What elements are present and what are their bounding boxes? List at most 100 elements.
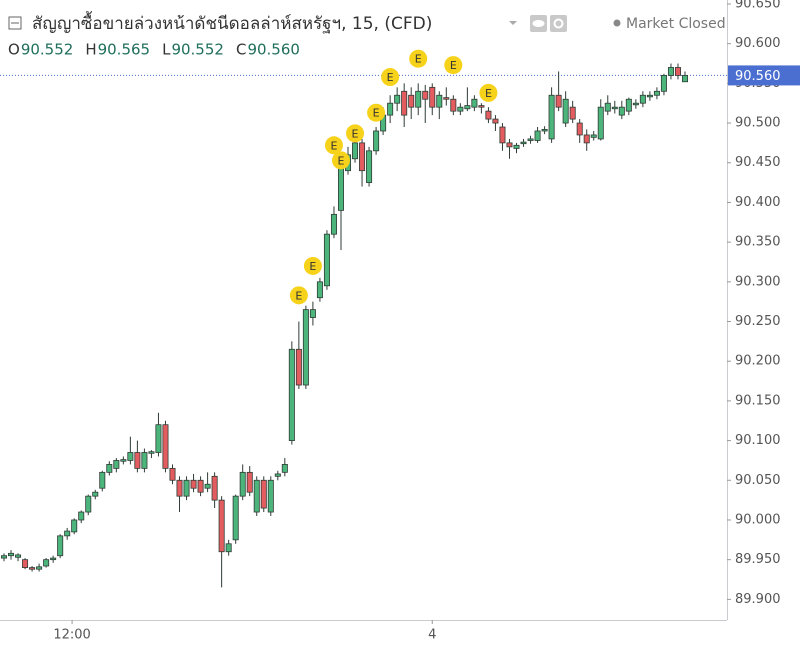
candle-body bbox=[169, 467, 176, 481]
candle-body bbox=[618, 106, 625, 116]
last-price-tag bbox=[728, 65, 800, 86]
candle-body bbox=[211, 475, 218, 501]
y-tick-label: 90.250 bbox=[735, 314, 781, 329]
x-tick-label: 4 bbox=[428, 628, 436, 643]
candle-body bbox=[366, 150, 373, 183]
y-tick-label: 90.600 bbox=[735, 36, 781, 51]
collapse-icon[interactable] bbox=[8, 16, 22, 30]
ohlc-label: H bbox=[85, 41, 96, 59]
candle-body bbox=[0, 555, 7, 559]
candle-body bbox=[492, 118, 499, 124]
ohlc-value: 90.552 bbox=[21, 41, 74, 59]
header-icon[interactable] bbox=[8, 16, 22, 30]
candle-body bbox=[155, 424, 162, 453]
event-label: E bbox=[415, 53, 422, 66]
event-marker bbox=[479, 83, 498, 102]
candle-body bbox=[176, 479, 183, 497]
settings-button[interactable] bbox=[550, 15, 567, 32]
candle-body bbox=[302, 309, 309, 386]
y-tick-label: 90.150 bbox=[735, 393, 781, 408]
candle-body bbox=[50, 557, 57, 561]
candle-body bbox=[682, 75, 689, 83]
candle-body bbox=[22, 559, 29, 569]
candle-body bbox=[401, 90, 408, 116]
candle-body bbox=[436, 94, 443, 108]
candle-body bbox=[548, 94, 555, 140]
candle-body bbox=[232, 495, 239, 541]
candle-body bbox=[36, 566, 43, 570]
candle-body bbox=[569, 106, 576, 120]
y-tick-label: 89.950 bbox=[735, 552, 781, 567]
market-status: Market Closed bbox=[626, 16, 726, 32]
candle-body bbox=[660, 75, 667, 92]
candle-body bbox=[106, 464, 113, 473]
y-tick-label: 90.050 bbox=[735, 473, 781, 488]
candle-body bbox=[555, 94, 562, 108]
settings-icon bbox=[553, 18, 564, 29]
event-label: E bbox=[309, 260, 316, 273]
candle-body bbox=[323, 233, 330, 287]
candle-body bbox=[239, 471, 246, 497]
dropdown-arrow[interactable] bbox=[509, 21, 517, 25]
candle-body bbox=[246, 471, 253, 493]
candle-body bbox=[162, 424, 169, 469]
candle-body bbox=[141, 452, 148, 469]
candle-body bbox=[485, 110, 492, 120]
candle-body bbox=[527, 138, 534, 141]
candle-body bbox=[541, 128, 548, 132]
candles bbox=[0, 63, 689, 588]
candle-body bbox=[274, 473, 281, 477]
y-tick-label: 90.100 bbox=[735, 433, 781, 448]
candle-body bbox=[15, 554, 22, 558]
candle-body bbox=[443, 97, 450, 100]
candle-body bbox=[513, 144, 520, 149]
event-marker bbox=[346, 124, 365, 143]
candle-body bbox=[457, 106, 464, 112]
y-tick-label: 90.200 bbox=[735, 354, 781, 369]
event-marker bbox=[331, 151, 350, 170]
y-tick-label: 90.350 bbox=[735, 235, 781, 250]
event-label: E bbox=[387, 71, 394, 84]
candle-body bbox=[43, 559, 50, 567]
candle-body bbox=[295, 348, 302, 386]
candle-body bbox=[8, 552, 15, 557]
candle-body bbox=[667, 67, 674, 76]
candle-body bbox=[78, 511, 85, 521]
status-dot bbox=[613, 19, 621, 27]
candle-body bbox=[190, 479, 197, 489]
candle-body bbox=[471, 98, 478, 108]
ohlc-label: C bbox=[236, 41, 246, 59]
ohlc-value: 90.565 bbox=[98, 41, 151, 59]
candle-body bbox=[464, 105, 471, 110]
candle-body bbox=[99, 471, 106, 489]
x-tick-label: 12:00 bbox=[53, 628, 90, 643]
candle-body bbox=[639, 94, 646, 104]
event-label: E bbox=[330, 139, 337, 152]
candle-body bbox=[583, 134, 590, 144]
candle-body bbox=[113, 460, 120, 469]
candle-body bbox=[576, 122, 583, 136]
candle-body bbox=[611, 106, 618, 110]
ohlc-label: O bbox=[8, 41, 20, 59]
candle-body bbox=[260, 479, 267, 509]
candle-body bbox=[267, 479, 274, 513]
event-marker bbox=[381, 68, 400, 87]
candle-body bbox=[653, 90, 660, 96]
event-label: E bbox=[338, 154, 345, 167]
event-label: E bbox=[373, 107, 380, 120]
candle-body bbox=[352, 142, 359, 160]
candle-body bbox=[478, 105, 485, 108]
candle-body bbox=[415, 90, 422, 108]
candle-body bbox=[394, 94, 401, 104]
candle-body bbox=[253, 479, 260, 513]
candle-body bbox=[204, 483, 211, 489]
candle-body bbox=[71, 519, 78, 533]
candle-body bbox=[64, 530, 71, 537]
candle-body bbox=[632, 102, 639, 106]
candle-body bbox=[92, 491, 99, 497]
candle-body bbox=[590, 134, 597, 138]
chart-title: สัญญาซื้อขายล่วงหน้าดัชนีดอลล่าห์สหรัฐฯ,… bbox=[32, 11, 432, 34]
event-label: E bbox=[352, 127, 359, 140]
candle-body bbox=[218, 499, 225, 553]
